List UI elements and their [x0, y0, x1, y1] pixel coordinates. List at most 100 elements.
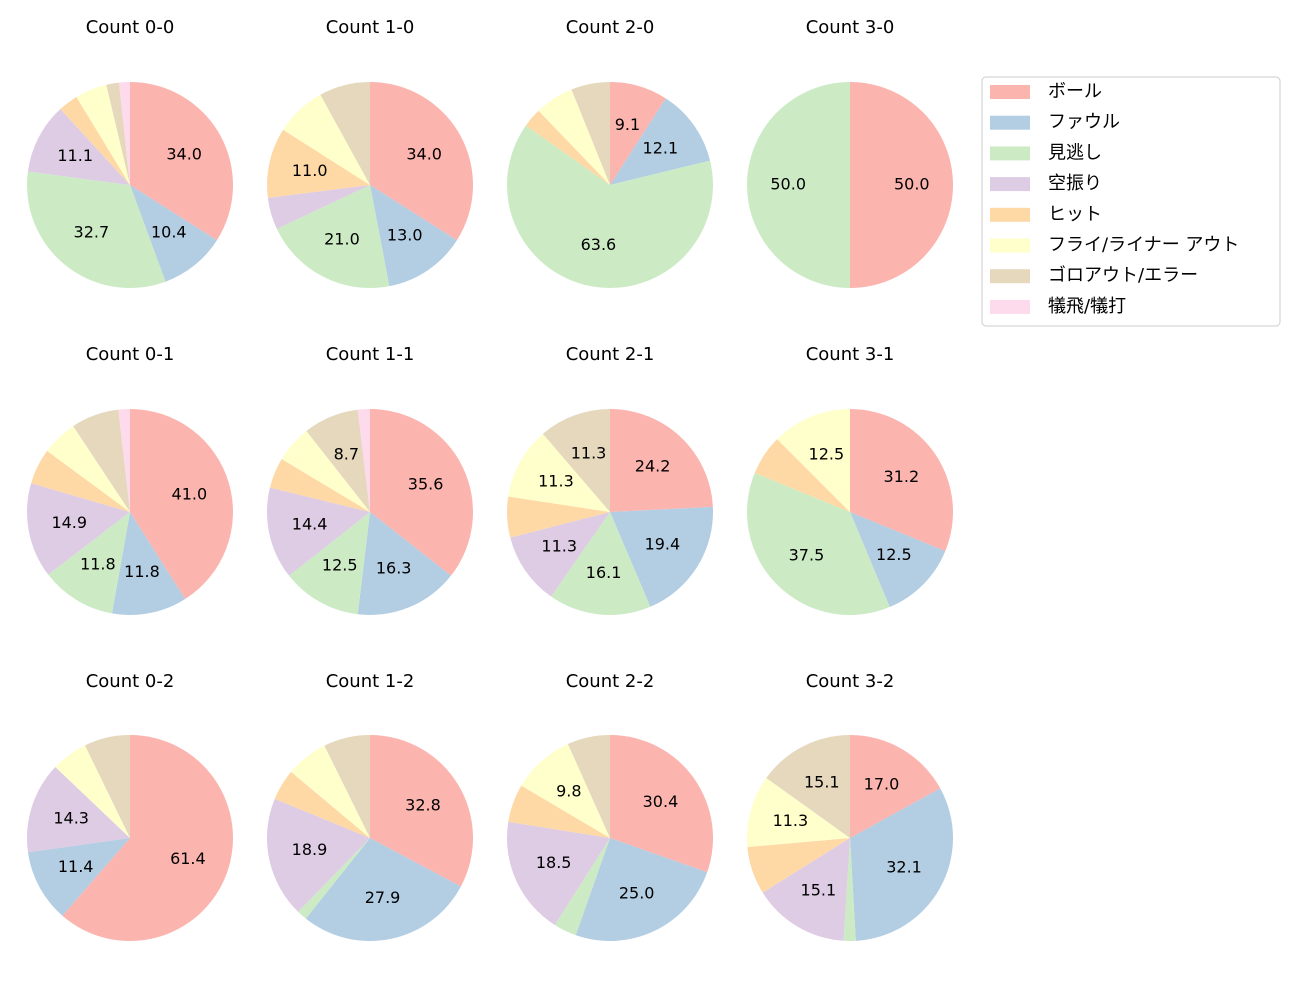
pie-slice [27, 767, 130, 853]
pie-slice [508, 785, 610, 838]
pie-slice [850, 82, 953, 288]
pie-slice [747, 472, 890, 616]
pie-slice [370, 409, 473, 576]
value-label: 11.1 [57, 146, 93, 165]
value-label: 34.0 [166, 145, 202, 164]
value-label: 16.1 [586, 563, 622, 582]
pie-slice [27, 109, 131, 185]
value-label: 13.0 [387, 226, 423, 245]
pie-title: Count 1-1 [326, 344, 415, 365]
pie-slice [551, 512, 651, 615]
pie-slice [610, 82, 666, 185]
pie-slice [357, 512, 451, 616]
pie-slice [850, 788, 953, 941]
legend-swatch [990, 269, 1030, 284]
legend-swatch [990, 207, 1030, 222]
pie-slice [26, 483, 130, 575]
value-label: 9.8 [556, 781, 581, 800]
pie-slice [305, 838, 461, 942]
value-label: 11.3 [571, 444, 607, 463]
pie-title: Count 0-1 [86, 344, 175, 365]
value-label: 37.5 [789, 545, 825, 564]
pie-slice [267, 185, 370, 229]
pie-slice [507, 821, 610, 925]
pie-title: Count 3-2 [806, 671, 895, 692]
pie-slice [850, 512, 946, 608]
value-label: 63.6 [581, 235, 617, 254]
pie-slice [766, 735, 850, 838]
pie-slice [610, 506, 714, 607]
legend-frame [981, 76, 1281, 327]
pie-slice [62, 735, 233, 941]
pie-slice [747, 838, 850, 893]
legend-label: フライ/ライナー アウト [1048, 235, 1239, 256]
pie-slice [747, 777, 850, 848]
value-label: 14.9 [51, 513, 87, 532]
pie-slice [610, 735, 714, 873]
value-label: 18.5 [536, 853, 572, 872]
pie-slice [843, 838, 856, 941]
pie-slice [119, 82, 130, 185]
pie-title: Count 3-1 [806, 344, 895, 365]
pie-slice [370, 185, 457, 287]
pie-slice [106, 82, 130, 185]
pie-title: Count 2-2 [566, 671, 655, 692]
value-label: 11.3 [541, 537, 577, 556]
value-label: 10.4 [151, 223, 187, 242]
pie-slice [47, 426, 131, 512]
value-label: 25.0 [619, 883, 655, 902]
legend-label: 見逃し [1048, 142, 1102, 163]
pie-slice [291, 745, 370, 838]
pie-slice [575, 838, 708, 941]
value-label: 41.0 [172, 484, 208, 503]
pie-title: Count 1-2 [326, 671, 415, 692]
value-label: 31.2 [884, 467, 920, 486]
legend-label: ファウル [1048, 112, 1120, 133]
pie-slice [542, 409, 610, 512]
value-label: 12.1 [643, 139, 679, 158]
value-label: 11.8 [124, 562, 160, 581]
pie-slice [130, 82, 233, 241]
value-label: 50.0 [770, 175, 806, 194]
pie-slice [118, 409, 130, 512]
legend-label: ゴロアウト/エラー [1048, 265, 1198, 286]
value-label: 32.8 [405, 796, 441, 815]
pie-slice [320, 82, 370, 185]
pie-slice [274, 771, 370, 838]
pie-title: Count 0-0 [86, 17, 175, 38]
pie-slice [55, 745, 130, 838]
pie-slice [76, 84, 130, 185]
value-label: 50.0 [894, 175, 930, 194]
pie-slice [60, 97, 130, 185]
pie-title: Count 2-0 [566, 17, 655, 38]
value-label: 14.4 [292, 515, 328, 534]
legend-swatch [990, 85, 1030, 99]
value-label: 15.1 [801, 881, 837, 900]
legend-swatch [990, 299, 1030, 314]
value-label: 12.5 [809, 444, 845, 463]
pie-slice [762, 838, 850, 941]
pie-slice [73, 409, 130, 512]
pie-slice [27, 838, 130, 916]
pie-slice [777, 409, 850, 512]
value-label: 35.6 [408, 474, 444, 493]
pie-slice [267, 129, 370, 198]
pie-slice [357, 409, 370, 512]
legend-swatch [990, 146, 1030, 161]
pie-slice [26, 171, 166, 288]
pie-slice [538, 89, 610, 185]
pie-slice [298, 838, 370, 919]
value-label: 8.7 [334, 444, 359, 463]
pie-slice [506, 125, 713, 289]
pie-slice [521, 743, 610, 838]
pie-slice [281, 431, 370, 512]
pie-title: Count 1-0 [326, 17, 415, 38]
pie-slice [525, 110, 610, 185]
value-label: 24.2 [635, 457, 671, 476]
value-label: 11.0 [292, 161, 328, 180]
pie-slice [31, 450, 130, 512]
pie-slice [276, 185, 390, 288]
pie-slice [130, 185, 217, 282]
pie-slice [130, 409, 233, 599]
value-label: 32.7 [74, 223, 110, 242]
